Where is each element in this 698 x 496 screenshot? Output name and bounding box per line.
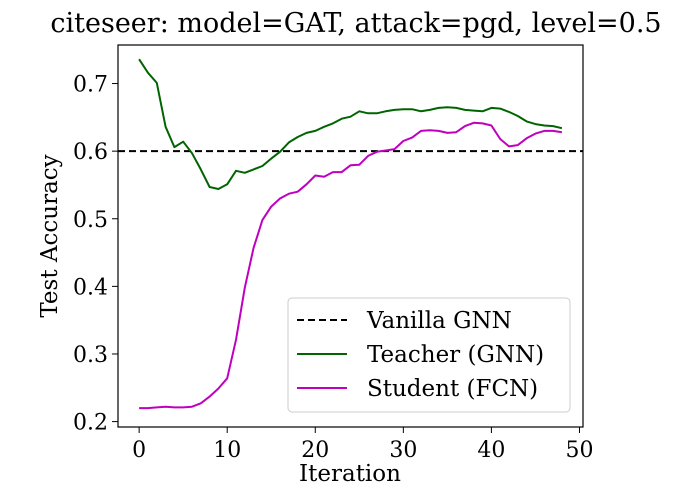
y-axis: 0.2 0.3 0.4 0.5 0.6 0.7	[73, 73, 118, 436]
legend-box	[287, 297, 571, 413]
x-tick-label: 40	[477, 438, 505, 463]
x-axis: 0 10 20 30 40 50	[132, 427, 593, 463]
chart-title: citeseer: model=GAT, attack=pgd, level=0…	[50, 8, 661, 39]
legend-entry-teacher-gnn-label: Teacher (GNN)	[367, 342, 544, 368]
x-tick-label: 10	[213, 438, 241, 463]
teacher-gnn-line	[138, 58, 563, 190]
x-axis-label: Iteration	[299, 461, 401, 487]
student-fcn-line	[139, 121, 563, 410]
y-tick-label: 0.3	[73, 343, 108, 368]
x-tick-label: 50	[565, 438, 593, 463]
y-tick-label: 0.7	[73, 73, 108, 98]
y-tick-label: 0.4	[73, 275, 108, 300]
y-tick-label: 0.5	[73, 208, 108, 233]
legend-entry-student-fcn-label: Student (FCN)	[367, 376, 538, 402]
legend-entry-vanilla-gnn-label: Vanilla GNN	[366, 308, 512, 334]
x-tick-label: 0	[132, 438, 146, 463]
plot-area	[117, 44, 584, 428]
y-tick-label: 0.2	[73, 411, 108, 436]
x-tick-label: 30	[389, 438, 417, 463]
x-tick-label: 20	[301, 438, 329, 463]
y-tick-label: 0.6	[73, 140, 108, 165]
y-axis-label: Test Accuracy	[37, 154, 63, 317]
series-lines	[118, 58, 583, 410]
legend: Vanilla GNN Teacher (GNN) Student (FCN)	[287, 297, 571, 413]
